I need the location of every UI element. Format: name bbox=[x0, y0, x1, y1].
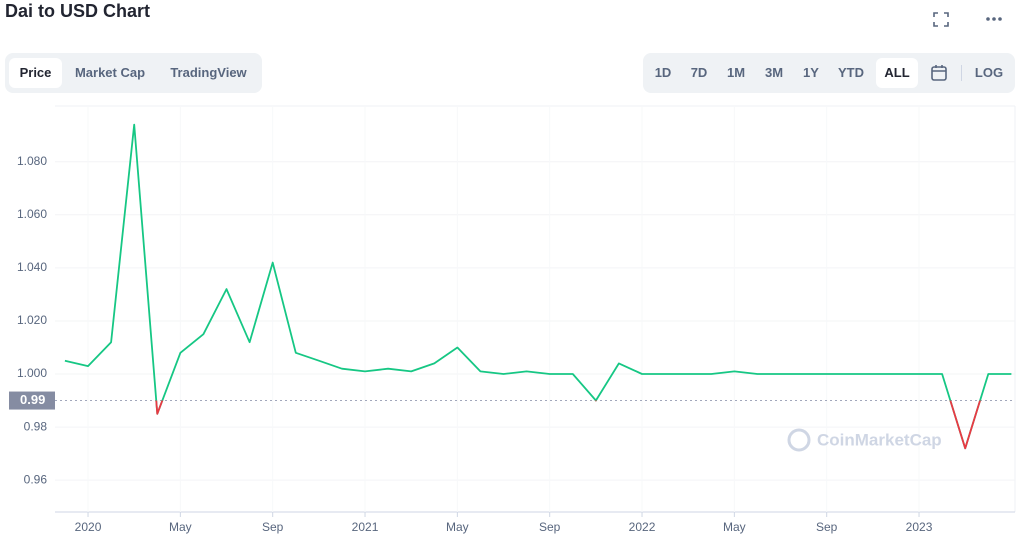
price-chart: 0.96 0.98 1.000 1.020 1.040 1.060 1.080 2020 May… bbox=[9, 105, 1016, 534]
chart-tabs: Price Market Cap TradingView bbox=[5, 53, 262, 93]
fullscreen-button[interactable] bbox=[933, 12, 949, 27]
tab-market-cap[interactable]: Market Cap bbox=[74, 65, 146, 80]
range-selector: LOG 1D 7D 1M 3M 1Y YTD ALL bbox=[643, 53, 1015, 93]
header-icons bbox=[933, 12, 1002, 27]
y-tick-label: 1.040 bbox=[17, 260, 47, 274]
y-tick-label: 1.000 bbox=[17, 366, 47, 380]
y-tick-label: 1.060 bbox=[17, 207, 47, 221]
x-tick-label: May bbox=[446, 520, 469, 534]
x-tick-label: Sep bbox=[262, 520, 284, 534]
tab-price[interactable]: Price bbox=[9, 58, 62, 88]
x-tick-label: 2023 bbox=[906, 520, 933, 534]
watermark-text: CoinMarketCap bbox=[817, 430, 942, 449]
x-tick-label: May bbox=[169, 520, 192, 534]
x-tick-label: Sep bbox=[816, 520, 838, 534]
y-tick-label: 0.96 bbox=[24, 472, 48, 486]
x-tick-label: May bbox=[723, 520, 746, 534]
range-button[interactable]: 1M bbox=[726, 65, 746, 80]
tab-trading-view[interactable]: TradingView bbox=[170, 65, 247, 80]
watermark: CoinMarketCap bbox=[787, 428, 942, 452]
y-tick-label: 0.98 bbox=[24, 419, 48, 433]
watermark-logo bbox=[787, 428, 811, 452]
range-button[interactable]: 3M bbox=[764, 65, 784, 80]
more-button[interactable] bbox=[986, 17, 1002, 21]
y-tick-label: 1.020 bbox=[17, 313, 47, 327]
x-tick-label: 2022 bbox=[629, 520, 656, 534]
range-button[interactable]: 1Y bbox=[803, 65, 819, 80]
price-line-below-baseline bbox=[155, 400, 981, 450]
page-title: Dai to USD Chart bbox=[5, 1, 151, 21]
baseline-label-box bbox=[9, 391, 55, 410]
separator bbox=[961, 65, 962, 81]
x-tick-label: 2021 bbox=[352, 520, 379, 534]
log-toggle[interactable]: LOG bbox=[974, 65, 1004, 80]
range-button[interactable]: 7D bbox=[690, 65, 708, 80]
price-line bbox=[64, 123, 1012, 450]
baseline-label: 0.99 bbox=[20, 392, 45, 407]
range-button[interactable]: 1D bbox=[654, 65, 672, 80]
y-tick-label: 1.080 bbox=[17, 154, 47, 168]
range-button[interactable]: YTD bbox=[838, 65, 864, 80]
range-button[interactable]: ALL bbox=[876, 58, 918, 88]
x-tick-label: 2020 bbox=[75, 520, 102, 534]
x-tick-label: Sep bbox=[539, 520, 561, 534]
calendar-button[interactable] bbox=[929, 63, 949, 83]
